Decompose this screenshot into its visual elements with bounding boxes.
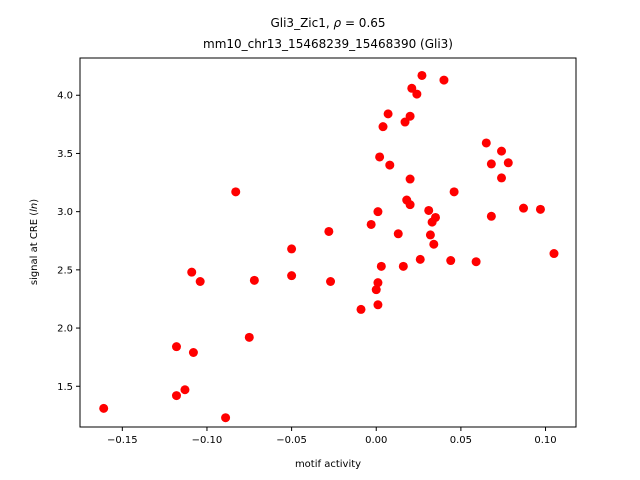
data-point-22 <box>376 261 386 271</box>
data-point-54 <box>549 249 559 259</box>
data-point-32 <box>405 200 415 210</box>
y-axis-ticks: 1.5 2.0 2.5 3.0 3.5 4.0 <box>57 91 80 393</box>
x-axis-label: motif activity <box>295 459 361 470</box>
data-point-50 <box>497 173 507 183</box>
data-point-10 <box>249 275 259 285</box>
data-point-53 <box>535 204 545 214</box>
data-point-0 <box>99 403 109 413</box>
data-point-52 <box>519 203 529 213</box>
x-axis-ticks: −0.15 −0.10 −0.05 0.00 0.05 0.10 <box>107 427 557 446</box>
data-point-40 <box>429 239 439 249</box>
data-point-27 <box>398 261 408 271</box>
rho-symbol: ρ <box>334 16 342 30</box>
data-point-5 <box>188 348 198 358</box>
data-point-51 <box>503 158 513 168</box>
data-points <box>99 70 559 423</box>
data-point-20 <box>373 207 383 217</box>
data-point-45 <box>471 257 481 267</box>
y-tick-label-2: 2.5 <box>57 265 73 276</box>
y-tick-label-4: 3.5 <box>57 149 73 160</box>
data-point-35 <box>415 254 425 264</box>
data-point-34 <box>412 89 422 99</box>
data-point-23 <box>378 122 388 132</box>
data-point-16 <box>366 219 376 229</box>
data-point-30 <box>405 111 415 121</box>
data-point-1 <box>171 342 181 352</box>
data-point-9 <box>244 332 254 342</box>
data-point-42 <box>439 75 449 85</box>
data-point-44 <box>449 187 459 197</box>
data-point-8 <box>231 187 241 197</box>
chart-title-line-2: mm10_chr13_15468239_15468390 (Gli3) <box>203 37 453 51</box>
data-point-47 <box>486 159 496 169</box>
ylabel-ln: ln <box>29 203 40 212</box>
data-point-38 <box>425 230 435 240</box>
x-tick-label-5: 0.10 <box>534 435 556 446</box>
plot-frame <box>79 57 577 428</box>
data-point-21 <box>375 152 385 162</box>
x-tick-label-1: −0.10 <box>192 435 223 446</box>
x-tick-label-3: 0.00 <box>365 435 387 446</box>
chart-title-line-1: Gli3_Zic1, ρ = 0.65 <box>270 16 385 30</box>
data-point-11 <box>287 244 297 254</box>
x-tick-label-2: −0.05 <box>276 435 307 446</box>
data-point-46 <box>481 138 491 148</box>
data-point-14 <box>326 276 336 286</box>
y-tick-label-3: 3.0 <box>57 207 73 218</box>
data-point-49 <box>497 146 507 156</box>
data-point-12 <box>287 271 297 281</box>
data-point-25 <box>385 160 395 170</box>
data-point-41 <box>430 212 440 222</box>
x-tick-label-0: −0.15 <box>107 435 138 446</box>
data-point-26 <box>393 229 403 239</box>
data-point-7 <box>221 413 231 423</box>
data-point-15 <box>356 304 366 314</box>
data-point-18 <box>373 278 383 288</box>
y-tick-label-5: 4.0 <box>57 91 73 102</box>
y-axis-label: signal at CRE (ln) <box>29 199 40 285</box>
data-point-19 <box>373 300 383 310</box>
data-point-33 <box>407 83 417 93</box>
y-tick-label-0: 1.5 <box>57 382 73 393</box>
data-point-13 <box>324 226 334 236</box>
data-point-17 <box>371 285 381 295</box>
data-point-3 <box>180 385 190 395</box>
data-point-36 <box>417 70 427 80</box>
data-point-28 <box>400 117 410 127</box>
data-point-4 <box>187 267 197 277</box>
data-point-31 <box>405 174 415 184</box>
data-point-37 <box>424 205 434 215</box>
data-point-48 <box>486 211 496 221</box>
x-tick-label-4: 0.05 <box>450 435 472 446</box>
data-point-24 <box>383 109 393 119</box>
data-point-6 <box>195 276 205 286</box>
data-point-2 <box>171 391 181 401</box>
y-tick-label-1: 2.0 <box>57 324 73 335</box>
data-point-43 <box>446 256 456 266</box>
